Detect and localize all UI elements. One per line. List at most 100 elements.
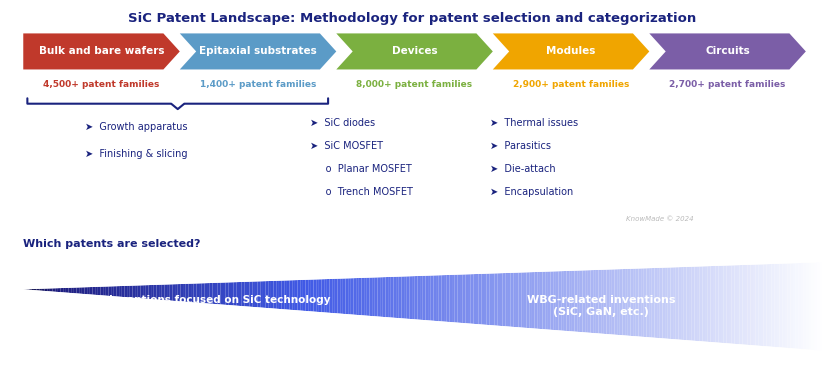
Polygon shape: [777, 264, 780, 347]
Polygon shape: [274, 281, 276, 309]
Polygon shape: [383, 277, 385, 317]
Polygon shape: [785, 264, 788, 348]
Polygon shape: [764, 264, 766, 346]
Polygon shape: [119, 286, 122, 297]
Polygon shape: [359, 278, 361, 315]
Polygon shape: [385, 277, 388, 317]
Text: WBG-related inventions
(SiC, GaN, etc.): WBG-related inventions (SiC, GaN, etc.): [526, 295, 675, 317]
Polygon shape: [417, 276, 420, 320]
Polygon shape: [673, 267, 676, 339]
Polygon shape: [460, 274, 463, 323]
Polygon shape: [678, 267, 681, 340]
Text: 4,500+ patent families: 4,500+ patent families: [44, 80, 160, 89]
Polygon shape: [753, 265, 756, 346]
Polygon shape: [606, 269, 609, 334]
Polygon shape: [279, 281, 281, 309]
Polygon shape: [34, 289, 36, 290]
Polygon shape: [140, 285, 143, 299]
Polygon shape: [66, 288, 68, 293]
Polygon shape: [420, 276, 422, 320]
Text: ➤  Growth apparatus: ➤ Growth apparatus: [85, 122, 187, 132]
Polygon shape: [346, 278, 348, 314]
Polygon shape: [135, 285, 138, 298]
Polygon shape: [519, 272, 521, 328]
Polygon shape: [524, 272, 526, 328]
Polygon shape: [45, 288, 47, 291]
Polygon shape: [740, 265, 742, 344]
Polygon shape: [23, 33, 180, 70]
Polygon shape: [652, 268, 654, 338]
Text: Inventions focused on SiC technology: Inventions focused on SiC technology: [109, 295, 331, 305]
Polygon shape: [625, 269, 628, 336]
Polygon shape: [795, 263, 799, 349]
Polygon shape: [404, 276, 407, 319]
Polygon shape: [116, 286, 119, 297]
Polygon shape: [412, 276, 415, 320]
Polygon shape: [689, 267, 691, 341]
Polygon shape: [146, 285, 148, 299]
Polygon shape: [561, 271, 564, 331]
Polygon shape: [133, 285, 135, 298]
Polygon shape: [537, 272, 540, 329]
Polygon shape: [285, 280, 287, 310]
Polygon shape: [436, 275, 439, 321]
Polygon shape: [335, 279, 337, 313]
Polygon shape: [782, 264, 785, 348]
Polygon shape: [554, 271, 556, 330]
Text: ➤  Encapsulation: ➤ Encapsulation: [490, 187, 573, 197]
Polygon shape: [42, 289, 45, 291]
Polygon shape: [596, 270, 598, 333]
Polygon shape: [450, 275, 452, 322]
Polygon shape: [750, 265, 753, 345]
Polygon shape: [742, 265, 745, 345]
Polygon shape: [487, 273, 489, 325]
Polygon shape: [210, 283, 212, 304]
Polygon shape: [806, 263, 808, 350]
Polygon shape: [708, 266, 710, 342]
Text: ➤  Die-attach: ➤ Die-attach: [490, 164, 556, 174]
Text: Devices: Devices: [392, 46, 437, 56]
Polygon shape: [556, 271, 559, 330]
Polygon shape: [623, 269, 625, 336]
Polygon shape: [502, 273, 505, 326]
Text: o  Trench MOSFET: o Trench MOSFET: [310, 187, 413, 197]
Polygon shape: [87, 287, 90, 294]
Polygon shape: [402, 276, 404, 318]
Polygon shape: [734, 265, 737, 344]
Polygon shape: [620, 269, 623, 335]
Polygon shape: [426, 276, 428, 320]
Polygon shape: [428, 276, 431, 321]
Text: 1,400+ patent families: 1,400+ patent families: [200, 80, 316, 89]
Polygon shape: [636, 269, 639, 336]
Polygon shape: [497, 273, 500, 326]
Polygon shape: [569, 271, 572, 331]
Polygon shape: [726, 265, 729, 343]
Polygon shape: [649, 268, 652, 337]
Polygon shape: [233, 282, 236, 306]
Polygon shape: [476, 274, 478, 324]
Polygon shape: [788, 264, 790, 348]
Polygon shape: [181, 284, 183, 302]
Polygon shape: [314, 279, 316, 312]
Polygon shape: [151, 285, 153, 299]
Polygon shape: [138, 285, 140, 298]
Polygon shape: [319, 279, 322, 312]
Polygon shape: [337, 279, 340, 314]
Polygon shape: [580, 270, 582, 332]
Polygon shape: [574, 270, 577, 332]
Polygon shape: [721, 266, 724, 343]
Polygon shape: [250, 281, 252, 307]
Polygon shape: [695, 266, 697, 341]
Text: ➤  SiC diodes: ➤ SiC diodes: [310, 118, 375, 128]
Polygon shape: [180, 33, 337, 70]
Polygon shape: [521, 272, 524, 328]
Polygon shape: [686, 267, 689, 340]
Polygon shape: [489, 273, 492, 325]
Polygon shape: [266, 281, 268, 308]
Polygon shape: [511, 273, 513, 327]
Polygon shape: [247, 282, 250, 307]
Polygon shape: [814, 262, 817, 350]
Polygon shape: [601, 270, 604, 334]
Polygon shape: [92, 287, 95, 295]
Polygon shape: [316, 279, 319, 312]
